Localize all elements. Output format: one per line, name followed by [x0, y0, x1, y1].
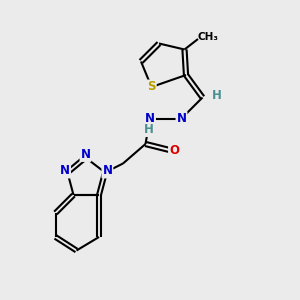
Text: N: N: [80, 148, 91, 161]
Text: O: O: [169, 143, 179, 157]
Text: S: S: [147, 80, 156, 94]
Text: N: N: [102, 164, 112, 178]
Text: N: N: [145, 112, 155, 125]
Text: N: N: [176, 112, 187, 125]
Text: H: H: [144, 123, 153, 136]
Text: N: N: [60, 164, 70, 178]
Text: H: H: [212, 88, 221, 102]
Text: CH₃: CH₃: [198, 32, 219, 43]
